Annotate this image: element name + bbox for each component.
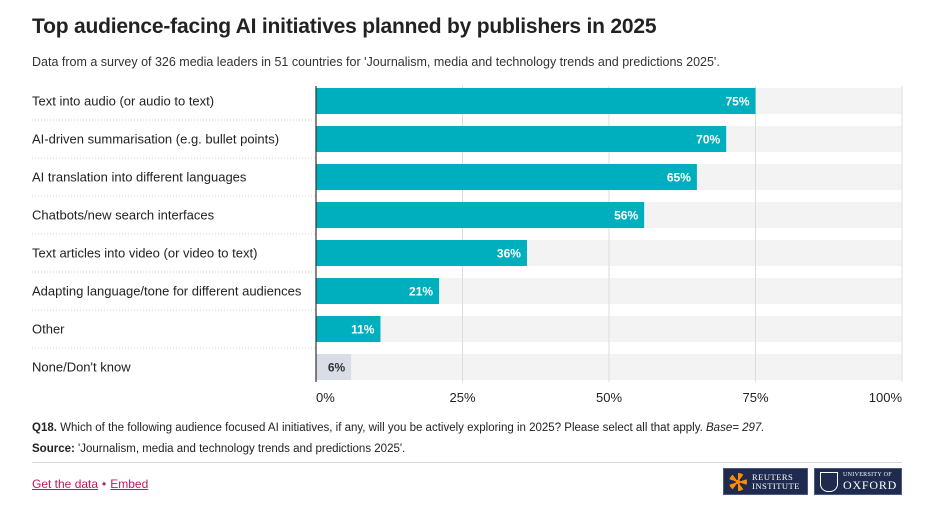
bar: [316, 88, 756, 114]
bar: [316, 278, 440, 304]
value-label: 70%: [696, 133, 720, 147]
chart-title: Top audience-facing AI initiatives plann…: [32, 15, 657, 38]
value-label: 11%: [351, 323, 375, 337]
x-tick-label: 0%: [316, 390, 335, 405]
x-tick-label: 50%: [596, 390, 622, 405]
footer-divider: [32, 462, 902, 463]
category-label: Chatbots/new search interfaces: [32, 208, 215, 223]
question-id: Q18.: [32, 422, 57, 434]
bar: [316, 164, 697, 190]
value-label: 6%: [328, 361, 346, 375]
footer-links: Get the data • Embed: [32, 477, 148, 491]
reuters-line2: INSTITUTE: [752, 480, 800, 491]
reuters-logo-text: REUTERS INSTITUTE: [752, 471, 800, 491]
question-footnote: Q18. Which of the following audience foc…: [32, 422, 765, 434]
x-tick-label: 25%: [449, 390, 475, 405]
base-note: Base= 297.: [706, 422, 765, 434]
bar-chart: Text into audio (or audio to text) 75% AI-…: [32, 86, 903, 405]
bar: [316, 240, 527, 266]
link-separator: •: [102, 477, 107, 491]
category-label: Text into audio (or audio to text): [32, 94, 214, 109]
get-data-link[interactable]: Get the data: [32, 477, 99, 491]
source-text: 'Journalism, media and technology trends…: [74, 443, 406, 455]
category-label: AI translation into different languages: [32, 170, 247, 185]
bar: [316, 126, 727, 152]
value-label: 65%: [667, 171, 691, 185]
reuters-crest-icon: [729, 472, 747, 491]
value-label: 56%: [614, 209, 638, 223]
category-label: None/Don't know: [32, 360, 131, 375]
bar: [316, 316, 381, 342]
oxford-logo-text: UNIVERSITY OF OXFORD: [843, 472, 897, 491]
source-label: Source:: [32, 443, 75, 455]
x-tick-label: 75%: [742, 390, 768, 405]
bar: [316, 354, 352, 380]
chart-subtitle: Data from a survey of 326 media leaders …: [32, 55, 720, 69]
source-note: Source: 'Journalism, media and technolog…: [32, 443, 405, 455]
value-label: 75%: [725, 95, 749, 109]
reuters-institute-logo[interactable]: REUTERS INSTITUTE: [723, 468, 808, 495]
reuters-line1: REUTERS: [752, 471, 794, 482]
oxford-line2: OXFORD: [843, 478, 898, 492]
category-label: Other: [32, 322, 65, 337]
category-label: Adapting language/tone for different aud…: [32, 284, 302, 299]
university-of-oxford-logo[interactable]: UNIVERSITY OF OXFORD: [814, 468, 902, 495]
question-text: Which of the following audience focused …: [56, 422, 706, 434]
value-label: 21%: [409, 285, 433, 299]
bar: [316, 202, 645, 228]
oxford-line1: UNIVERSITY OF: [843, 472, 892, 478]
embed-link[interactable]: Embed: [110, 477, 149, 491]
value-label: 36%: [497, 247, 521, 261]
category-label: Text articles into video (or video to te…: [32, 246, 257, 261]
x-tick-label: 100%: [869, 390, 903, 405]
category-label: AI-driven summarisation (e.g. bullet poi…: [32, 132, 279, 147]
oxford-crest-icon: [820, 471, 838, 492]
